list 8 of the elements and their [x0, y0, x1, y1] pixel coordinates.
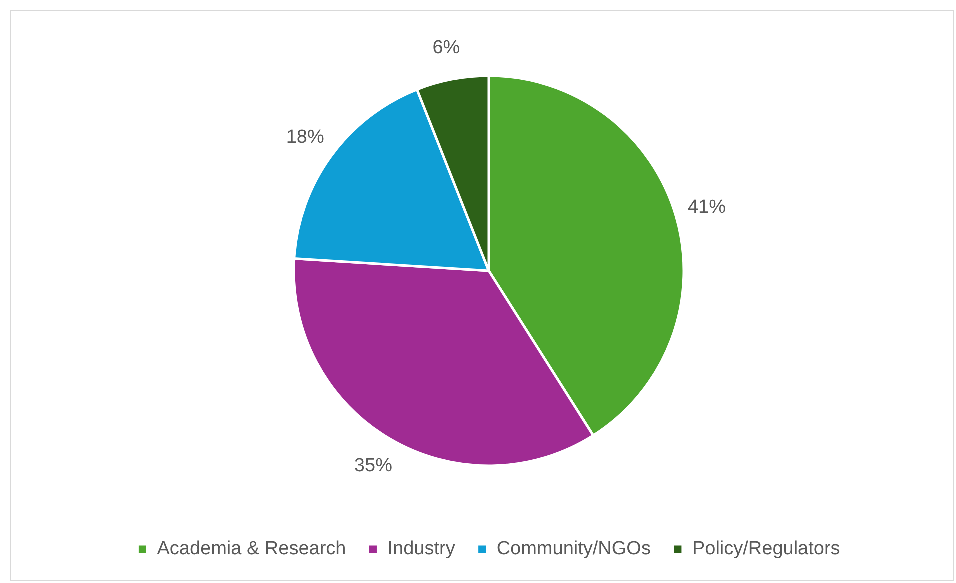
data-label: 6% — [432, 37, 460, 58]
legend-label: Industry — [388, 538, 456, 560]
data-label: 35% — [354, 456, 393, 477]
legend-label: Community/NGOs — [496, 538, 651, 560]
data-label: 41% — [688, 196, 726, 218]
legend-label: Academia & Research — [157, 538, 346, 560]
legend-label: Policy/Regulators — [692, 538, 840, 560]
data-label: 18% — [286, 126, 324, 148]
